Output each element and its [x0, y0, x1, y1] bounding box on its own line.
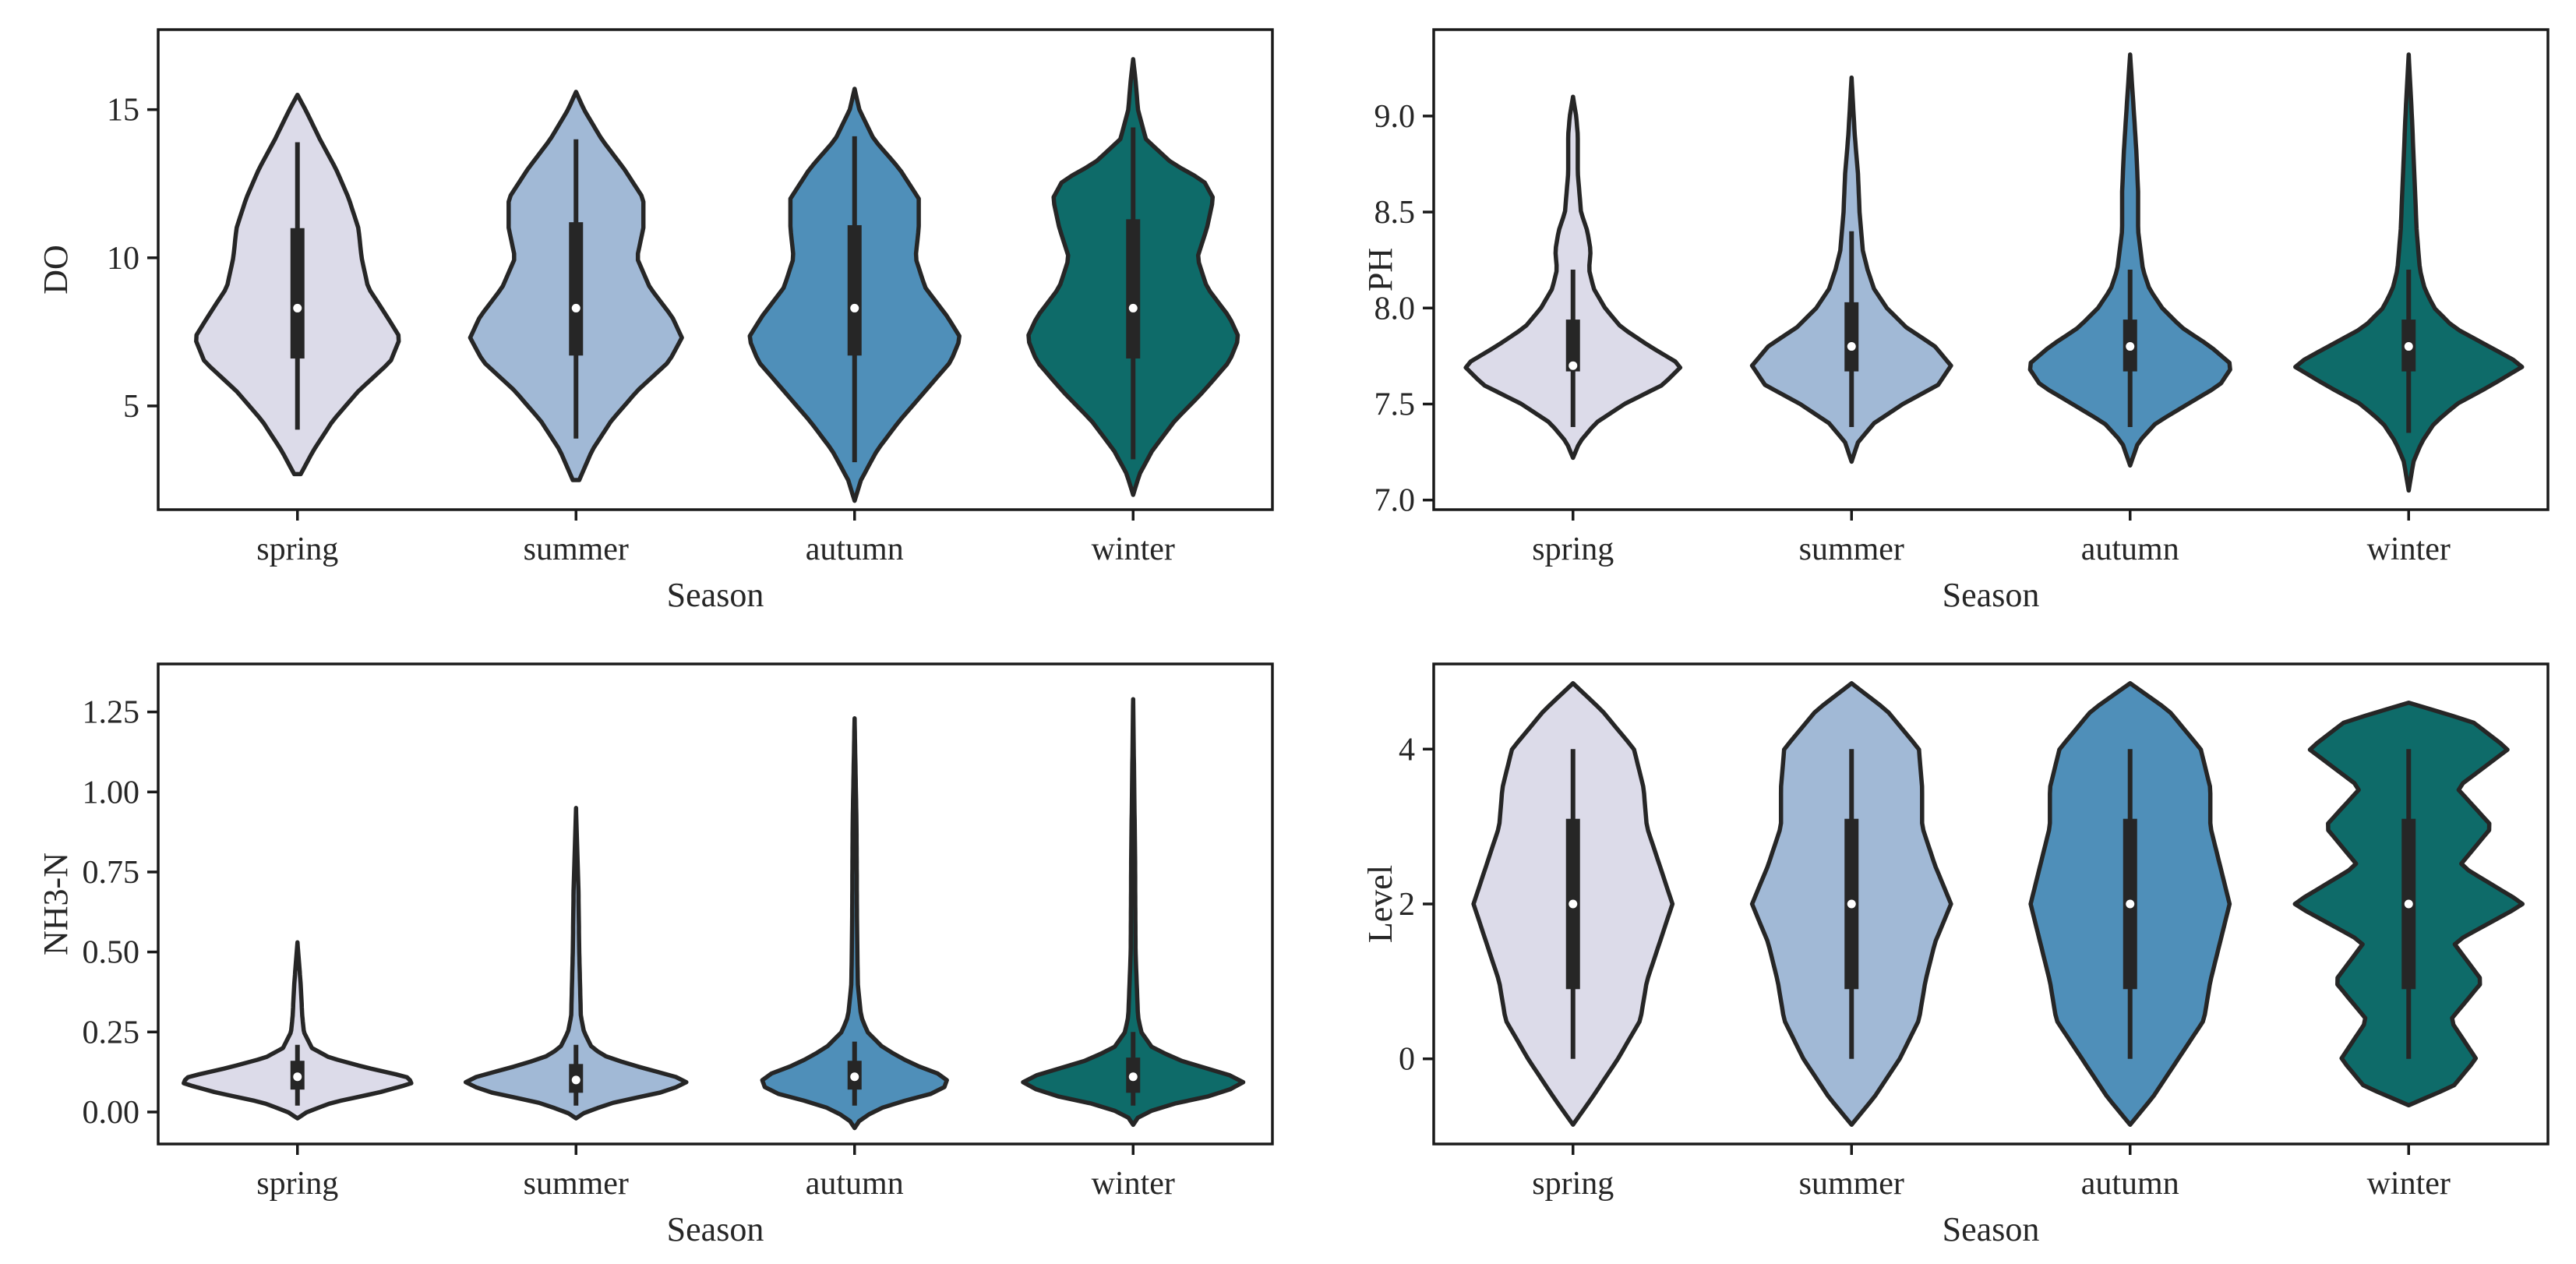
plot-frame-ph: [1432, 28, 2550, 511]
y-axis-label-nh3n: NH3-N: [37, 853, 75, 955]
y-tick-label-level: 0: [1399, 1042, 1415, 1078]
violin-nh3n-summer: [463, 806, 689, 1121]
violin-ph-autumn: [2027, 52, 2232, 468]
x-tick-label-level: spring: [1532, 1166, 1614, 1202]
x-tick-label-ph: summer: [1799, 531, 1904, 567]
y-tick-label-nh3n: 1.25: [83, 695, 140, 731]
y-axis-label-do: DO: [37, 245, 75, 295]
median-level-summer: [1847, 899, 1856, 909]
median-do-spring: [293, 303, 302, 312]
x-tick-label-do: autumn: [806, 531, 904, 567]
y-tick-label-nh3n: 0.25: [83, 1015, 140, 1050]
iqr-box-do-winter: [1126, 219, 1141, 359]
median-do-summer: [571, 303, 580, 312]
y-tick-label-nh3n: 0.00: [83, 1095, 140, 1131]
x-axis-label-level: Season: [1943, 1210, 2040, 1248]
x-axis-label-ph: Season: [1943, 576, 2040, 614]
panel-level: 0 2 4 spring summer autumn winter Season Level: [1361, 662, 2550, 1248]
x-tick-label-do: spring: [256, 531, 338, 567]
y-axis-label-level: Level: [1361, 865, 1399, 943]
y-tick-label-nh3n: 1.00: [83, 775, 140, 810]
x-tick-label-level: winter: [2367, 1166, 2451, 1202]
x-tick-label-nh3n: autumn: [806, 1166, 904, 1202]
x-tick-label-nh3n: summer: [524, 1166, 629, 1202]
x-axis-label-do: Season: [667, 576, 764, 614]
y-tick-label-ph: 7.5: [1374, 387, 1416, 422]
median-nh3n-summer: [571, 1075, 580, 1085]
violin-nh3n-winter: [1021, 697, 1246, 1128]
median-do-winter: [1128, 303, 1138, 312]
y-axis-label-ph: PH: [1361, 248, 1399, 291]
x-tick-label-ph: spring: [1532, 531, 1614, 567]
median-do-autumn: [850, 303, 859, 312]
median-nh3n-spring: [293, 1072, 302, 1082]
y-tick-label-ph: 8.5: [1374, 195, 1416, 231]
y-tick-label-nh3n: 0.50: [83, 935, 140, 971]
x-axis-label-nh3n: Season: [667, 1210, 764, 1248]
iqr-box-do-spring: [290, 228, 305, 359]
violin-nh3n-autumn: [760, 716, 949, 1131]
y-tick-label-level: 4: [1399, 732, 1415, 768]
iqr-box-ph-summer: [1844, 302, 1859, 372]
iqr-box-do-autumn: [847, 224, 862, 356]
x-tick-label-nh3n: winter: [1092, 1166, 1175, 1202]
y-tick-label-ph: 8.0: [1374, 291, 1416, 327]
y-tick-label-do: 15: [107, 93, 139, 129]
y-tick-label-nh3n: 0.75: [83, 855, 140, 891]
x-tick-label-do: summer: [524, 531, 629, 567]
panel-ph: 7.0 7.5 8.0 8.5 9.0 spring summer autumn winter S…: [1361, 28, 2550, 614]
median-ph-summer: [1847, 342, 1856, 351]
x-tick-label-ph: winter: [2367, 531, 2451, 567]
plot-frame-do: [157, 28, 1274, 511]
plot-frame-nh3n: [157, 662, 1274, 1146]
violin-nh3n-spring: [182, 940, 414, 1121]
median-ph-winter: [2404, 342, 2413, 351]
median-nh3n-winter: [1128, 1072, 1138, 1082]
panel-do: 5 10 15 spring summer autumn winter Season DO: [37, 28, 1274, 614]
panel-nh3n: 0.00 0.25 0.50 0.75 1.00 1.25 spring summer autu…: [37, 662, 1274, 1248]
x-tick-label-ph: autumn: [2081, 531, 2179, 567]
y-tick-label-level: 2: [1399, 887, 1415, 923]
x-tick-label-nh3n: spring: [256, 1166, 338, 1202]
x-tick-label-do: winter: [1092, 531, 1175, 567]
iqr-box-do-summer: [569, 222, 584, 356]
iqr-box-ph-spring: [1565, 320, 1580, 372]
y-tick-label-ph: 7.0: [1374, 483, 1416, 519]
y-tick-label-ph: 9.0: [1374, 99, 1416, 135]
y-tick-label-do: 10: [107, 241, 139, 277]
x-tick-label-level: summer: [1799, 1166, 1904, 1202]
median-nh3n-autumn: [850, 1072, 859, 1082]
median-level-autumn: [2126, 899, 2135, 909]
median-ph-autumn: [2126, 342, 2135, 351]
median-level-spring: [1569, 899, 1578, 909]
median-level-winter: [2404, 899, 2413, 909]
y-tick-label-do: 5: [123, 389, 139, 425]
median-ph-spring: [1569, 361, 1578, 370]
x-tick-label-level: autumn: [2081, 1166, 2179, 1202]
